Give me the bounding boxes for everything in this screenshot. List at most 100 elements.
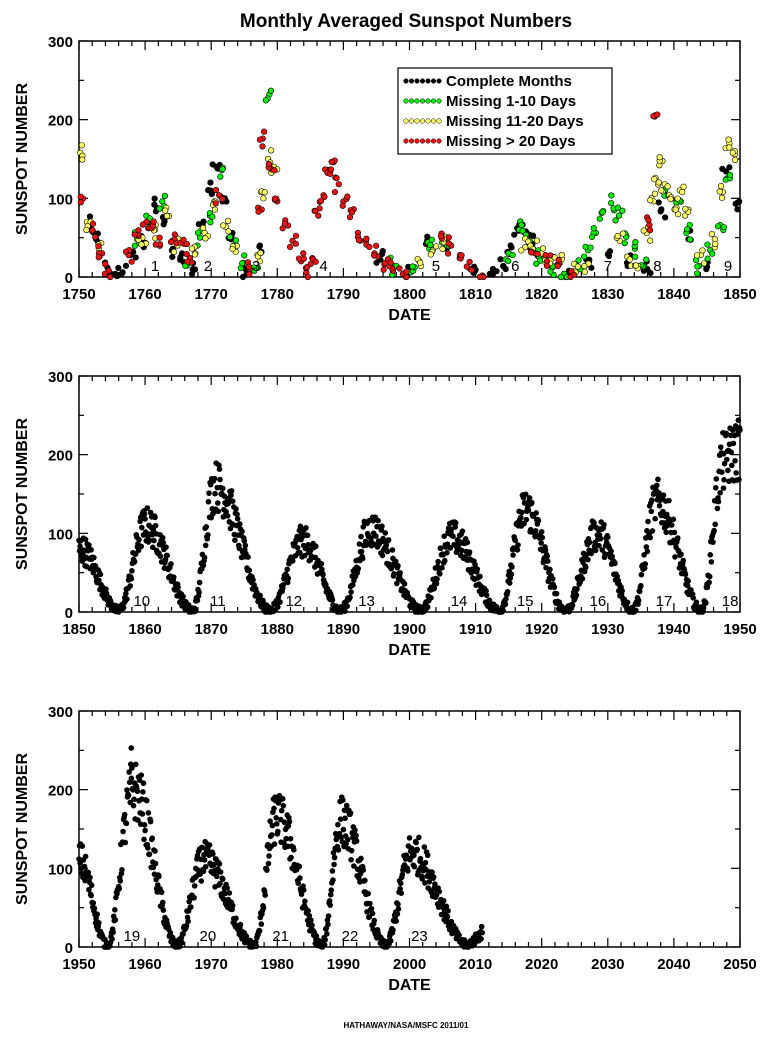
data-point: [509, 564, 515, 570]
data-point: [327, 891, 334, 898]
data-point: [121, 811, 128, 818]
data-point: [539, 534, 546, 541]
cycle-label: 16: [590, 593, 607, 610]
data-point: [710, 539, 716, 545]
data-point: [344, 603, 351, 609]
data-point: [438, 545, 444, 551]
data-point: [456, 932, 462, 938]
data-point: [720, 451, 727, 457]
data-point: [183, 250, 190, 258]
data-point: [225, 228, 232, 235]
data-point: [596, 215, 603, 222]
data-point: [164, 552, 170, 559]
data-point: [478, 936, 484, 942]
data-point: [734, 206, 741, 213]
data-point: [205, 498, 212, 505]
data-point: [397, 885, 403, 892]
data-point: [604, 251, 612, 258]
data-point: [348, 856, 354, 863]
data-point: [523, 516, 530, 523]
data-point: [435, 558, 441, 565]
data-point: [331, 188, 339, 196]
data-point: [647, 237, 654, 244]
data-point: [478, 923, 485, 930]
data-point: [200, 868, 207, 875]
legend-marker: [414, 138, 420, 144]
data-point: [693, 252, 701, 259]
data-point: [88, 892, 94, 899]
data-point: [360, 867, 367, 873]
data-point: [608, 548, 614, 554]
data-point: [648, 508, 655, 515]
x-tick-label: 1760: [128, 286, 161, 303]
data-point: [599, 209, 606, 216]
data-point: [83, 226, 90, 234]
data-point: [152, 860, 159, 867]
data-point: [538, 529, 545, 535]
data-point: [209, 213, 216, 220]
data-point: [441, 533, 448, 539]
data-point: [581, 262, 588, 270]
x-tick-label: 1870: [195, 621, 228, 638]
x-tick-label: 1790: [327, 286, 360, 303]
legend-marker: [408, 138, 415, 144]
data-point: [215, 508, 222, 515]
x-tick-label: 1800: [393, 286, 426, 303]
data-point: [690, 595, 696, 601]
data-point: [647, 534, 654, 541]
data-point: [651, 176, 658, 183]
data-point: [335, 181, 342, 188]
data-point: [269, 822, 276, 829]
legend-marker: [408, 118, 415, 124]
data-point: [258, 921, 265, 927]
data-point: [253, 943, 260, 950]
data-point: [201, 857, 208, 863]
data-point: [515, 542, 521, 548]
data-point: [405, 868, 411, 874]
data-point: [194, 852, 201, 859]
data-point: [209, 161, 216, 168]
data-point: [684, 226, 691, 233]
data-point: [292, 232, 300, 239]
data-point: [397, 570, 403, 576]
data-point: [483, 592, 490, 598]
data-point: [131, 242, 138, 249]
data-point: [256, 136, 264, 143]
data-point: [318, 560, 325, 567]
data-point: [141, 511, 148, 517]
data-point: [234, 515, 241, 522]
data-point: [340, 826, 347, 833]
data-point: [241, 252, 248, 259]
data-point: [422, 859, 429, 866]
x-tick-label: 1990: [327, 956, 360, 973]
data-point: [312, 208, 319, 215]
data-point: [239, 273, 247, 281]
data-point: [119, 867, 125, 873]
data-point: [406, 835, 413, 841]
data-point: [188, 904, 194, 910]
data-point: [379, 523, 385, 530]
data-point: [732, 457, 738, 464]
legend-label: Missing > 20 Days: [446, 133, 576, 150]
data-point: [440, 897, 447, 904]
data-point: [217, 880, 223, 887]
data-point: [260, 195, 267, 202]
data-point: [125, 792, 132, 799]
data-point: [191, 894, 197, 901]
data-point: [434, 576, 440, 582]
data-point: [667, 195, 674, 203]
y-tick-label: 300: [48, 34, 73, 51]
data-point: [684, 583, 691, 589]
data-point: [77, 543, 83, 550]
data-point: [347, 594, 353, 601]
panel-1: 1750 1760 1770 1780 1790 1800 1810 1820 1830 1840…: [14, 34, 757, 324]
data-point: [649, 528, 656, 534]
data-point: [316, 205, 323, 212]
data-point: [145, 845, 151, 851]
cycle-label: 9: [724, 258, 732, 275]
x-axis-label: DATE: [388, 977, 431, 994]
data-point: [466, 549, 473, 555]
data-point: [233, 506, 239, 512]
data-point: [588, 264, 595, 271]
